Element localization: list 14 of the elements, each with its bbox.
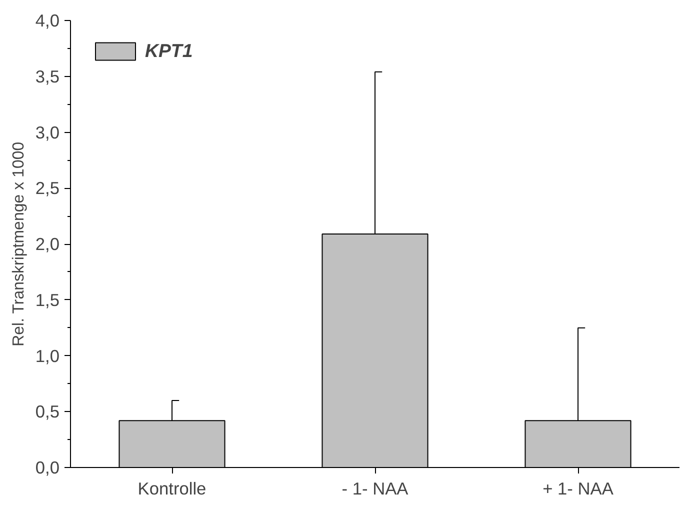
x-tick-label: + 1- NAA xyxy=(542,478,614,498)
y-tick-label: 4,0 xyxy=(35,10,60,30)
x-tick-label: - 1- NAA xyxy=(342,478,409,498)
y-tick-label: 0,5 xyxy=(35,402,60,422)
y-tick-label: 1,5 xyxy=(35,290,60,310)
y-tick-label: 0,0 xyxy=(35,458,60,478)
y-tick-label: 2,0 xyxy=(35,234,60,254)
y-tick-label: 3,5 xyxy=(35,66,60,86)
y-tick-label: 1,0 xyxy=(35,346,60,366)
y-tick-label: 3,0 xyxy=(35,122,60,142)
y-axis-title: Rel. Transkriptmenge x 1000 xyxy=(10,142,28,346)
y-tick-label: 2,5 xyxy=(35,178,60,198)
x-tick-label: Kontrolle xyxy=(138,478,206,498)
legend-label: KPT1 xyxy=(145,40,193,62)
